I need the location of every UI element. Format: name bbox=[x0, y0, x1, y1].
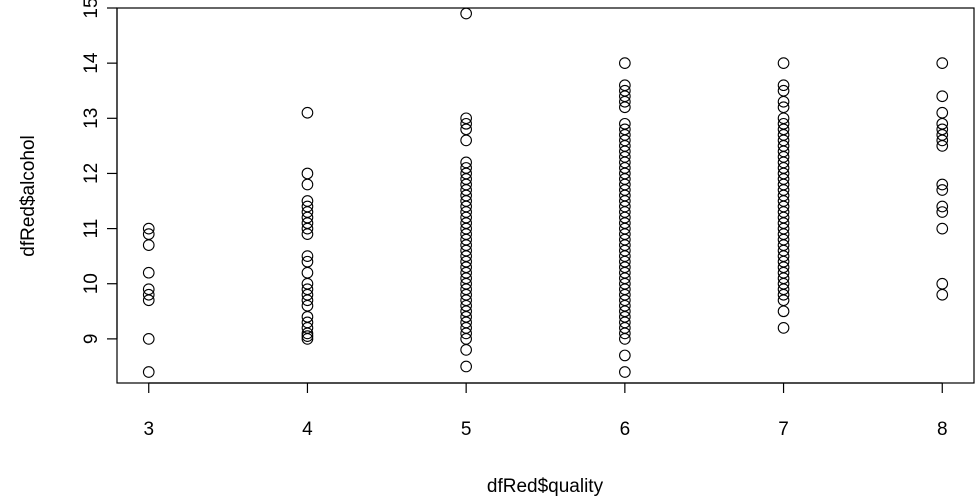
data-point bbox=[142, 366, 155, 378]
data-point bbox=[777, 305, 790, 318]
y-tick-label: 15 bbox=[81, 0, 102, 19]
data-point bbox=[936, 222, 949, 235]
data-point bbox=[936, 288, 949, 301]
data-point bbox=[301, 316, 314, 329]
data-point bbox=[936, 206, 949, 218]
data-point bbox=[936, 200, 949, 213]
data-point bbox=[619, 349, 631, 362]
data-point bbox=[460, 7, 472, 20]
data-point bbox=[936, 57, 949, 69]
data-point bbox=[777, 79, 790, 92]
y-tick-label: 11 bbox=[81, 219, 102, 239]
data-point bbox=[301, 330, 314, 342]
data-point bbox=[460, 156, 472, 169]
data-point bbox=[936, 123, 949, 136]
data-point bbox=[619, 79, 631, 92]
data-point bbox=[619, 117, 631, 130]
data-point bbox=[142, 266, 155, 279]
data-point bbox=[301, 106, 314, 119]
data-point bbox=[460, 360, 472, 373]
y-axis: 9 10 11 12 13 14 15 bbox=[81, 0, 118, 345]
data-point bbox=[301, 266, 314, 279]
data-point bbox=[936, 184, 949, 196]
data-point bbox=[142, 333, 155, 345]
y-tick-label: 13 bbox=[81, 108, 102, 129]
data-point bbox=[301, 167, 314, 180]
data-points bbox=[142, 7, 949, 378]
data-point bbox=[619, 57, 631, 69]
y-tick-label: 14 bbox=[81, 52, 102, 74]
data-point bbox=[777, 101, 790, 114]
data-point bbox=[460, 134, 472, 147]
plot-frame bbox=[116, 7, 975, 384]
x-tick-label: 7 bbox=[778, 419, 789, 440]
x-tick-label: 3 bbox=[143, 419, 154, 440]
data-point bbox=[619, 123, 631, 136]
x-axis-title: dfRed$quality bbox=[487, 476, 604, 497]
data-point bbox=[936, 277, 949, 290]
data-point bbox=[301, 195, 314, 207]
data-point bbox=[142, 288, 155, 301]
data-point bbox=[142, 222, 155, 235]
x-axis: 3 4 5 6 7 8 bbox=[143, 382, 948, 440]
data-point bbox=[777, 117, 790, 130]
data-point bbox=[936, 90, 949, 103]
data-point bbox=[777, 57, 790, 69]
data-point bbox=[301, 178, 314, 191]
data-point bbox=[301, 255, 314, 268]
data-point bbox=[619, 84, 631, 97]
data-point bbox=[936, 178, 949, 191]
data-point bbox=[777, 84, 790, 97]
y-axis-title: dfRed$alcohol bbox=[18, 135, 39, 256]
data-point bbox=[142, 228, 155, 240]
data-point bbox=[619, 366, 631, 378]
x-tick-label: 5 bbox=[461, 419, 472, 440]
data-point bbox=[936, 106, 949, 119]
data-point bbox=[460, 344, 472, 356]
data-point bbox=[460, 112, 472, 125]
data-point bbox=[460, 117, 472, 130]
data-point bbox=[460, 162, 472, 174]
x-tick-label: 8 bbox=[937, 419, 948, 440]
y-tick-label: 10 bbox=[81, 273, 102, 294]
data-point bbox=[301, 200, 314, 213]
data-point bbox=[777, 322, 790, 334]
data-point bbox=[142, 283, 155, 296]
x-tick-label: 4 bbox=[302, 419, 313, 440]
data-point bbox=[301, 283, 314, 296]
data-point bbox=[142, 239, 155, 251]
data-point bbox=[301, 250, 314, 263]
y-tick-label: 12 bbox=[81, 163, 102, 184]
x-tick-label: 6 bbox=[620, 419, 631, 440]
y-tick-label: 9 bbox=[81, 334, 102, 345]
